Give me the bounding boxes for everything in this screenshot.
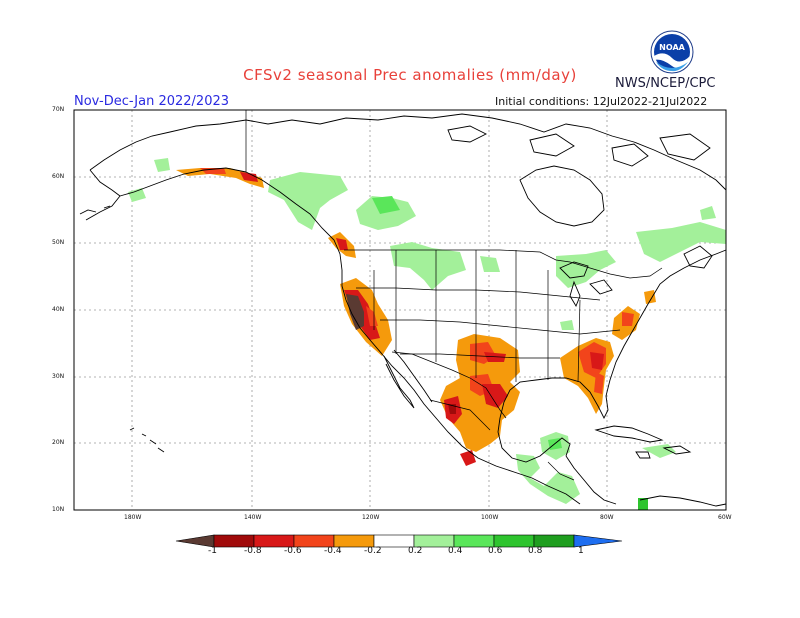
colorbar-segment-gt-1: [573, 534, 623, 548]
lat-label-30n: 30N: [52, 373, 65, 380]
lat-label-70n: 70N: [52, 106, 65, 113]
colorbar-label: -0.2: [364, 546, 382, 556]
colorbar-label: 0.4: [448, 546, 463, 556]
agency-label: NWS/NCEP/CPC: [615, 76, 716, 91]
negative-anomaly-areas: [176, 168, 656, 466]
colorbar-label: -0.6: [284, 546, 302, 556]
positive-anomaly-areas: [128, 158, 726, 510]
lat-label-10n: 10N: [52, 506, 65, 513]
colorbar: [175, 534, 623, 548]
colorbar-label: 0.8: [528, 546, 543, 556]
colorbar-label: -0.8: [244, 546, 262, 556]
colorbar-label: -1: [208, 546, 217, 556]
lon-label-60w: 60W: [718, 514, 732, 521]
lon-label-80w: 80W: [600, 514, 614, 521]
noaa-logo: NOAA: [650, 30, 694, 74]
lat-label-50n: 50N: [52, 239, 65, 246]
lat-label-40n: 40N: [52, 306, 65, 313]
lon-label-120w: 120W: [362, 514, 380, 521]
lat-label-60n: 60N: [52, 173, 65, 180]
lon-label-140w: 140W: [244, 514, 262, 521]
initial-conditions-label: Initial conditions: 12Jul2022-21Jul2022: [495, 95, 708, 108]
coastlines: [79, 113, 727, 507]
map-title: CFSv2 seasonal Prec anomalies (mm/day): [243, 66, 577, 84]
lon-label-180w: 180W: [124, 514, 142, 521]
lon-label-100w: 100W: [481, 514, 499, 521]
colorbar-label: 1: [578, 546, 584, 556]
lat-label-20n: 20N: [52, 439, 65, 446]
colorbar-label: 0.2: [408, 546, 423, 556]
noaa-logo-text: NOAA: [659, 43, 685, 52]
colorbar-label: 0.6: [488, 546, 503, 556]
political-borders: [245, 110, 663, 481]
colorbar-label: -0.4: [324, 546, 342, 556]
season-label: Nov-Dec-Jan 2022/2023: [74, 94, 230, 109]
